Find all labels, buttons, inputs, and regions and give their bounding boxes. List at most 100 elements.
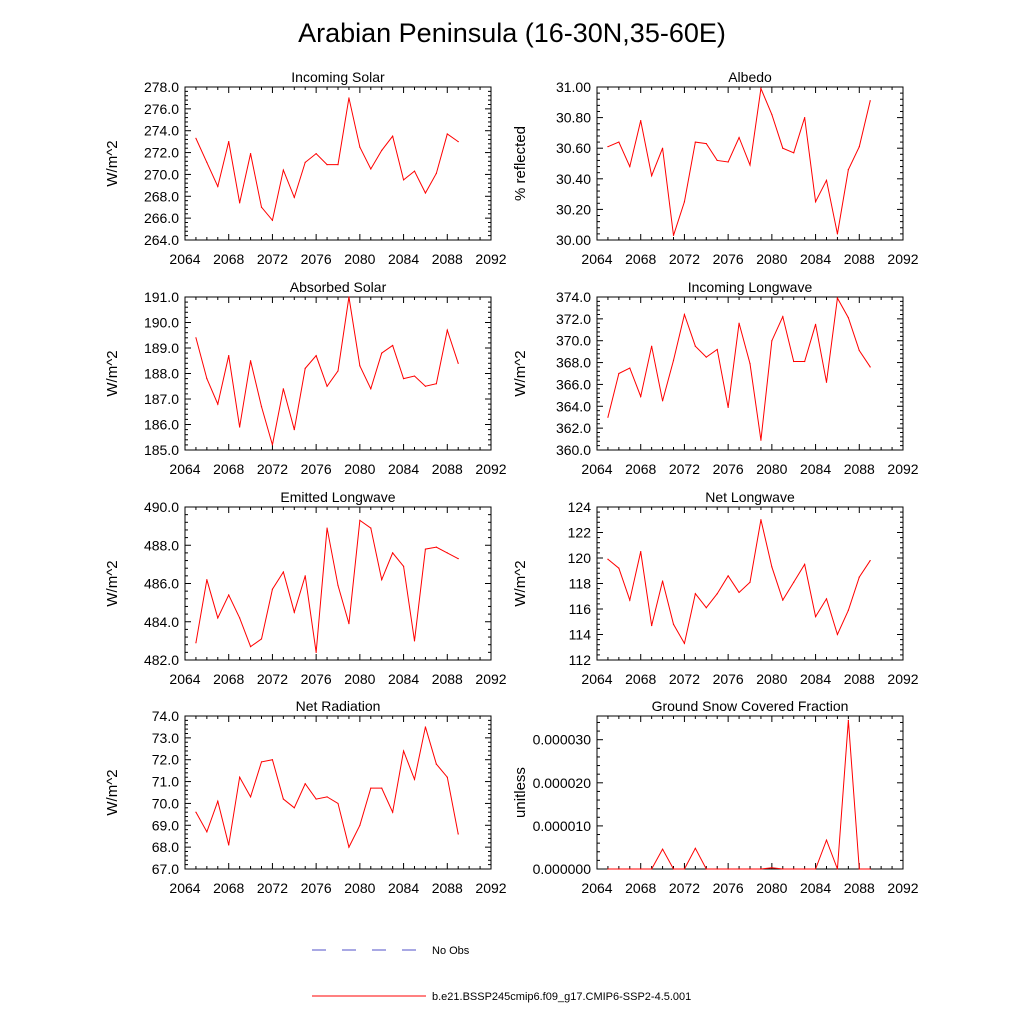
data-point — [195, 642, 197, 644]
plot-frame — [184, 296, 492, 451]
data-point — [782, 868, 784, 870]
data-point — [771, 566, 773, 568]
data-point — [402, 378, 405, 380]
y-tick-label: 186.0 — [144, 417, 179, 433]
data-point — [424, 385, 427, 387]
data-point — [672, 234, 675, 237]
x-tick-label: 2080 — [756, 671, 787, 687]
data-point — [249, 796, 252, 798]
y-tick-label: 490.0 — [144, 499, 179, 515]
data-point — [206, 831, 208, 833]
y-tick-label: 190.0 — [144, 315, 179, 331]
y-tick-label: 264.0 — [144, 232, 179, 248]
y-tick-label: 69.0 — [152, 817, 179, 833]
data-point — [457, 558, 459, 560]
data-point — [228, 141, 230, 143]
data-point — [304, 367, 306, 369]
data-point — [727, 575, 729, 577]
x-tick-label: 2092 — [887, 461, 918, 477]
data-point — [195, 337, 197, 339]
y-tick-label: 68.0 — [152, 839, 179, 855]
data-point — [716, 868, 718, 870]
x-tick-label: 2068 — [213, 671, 244, 687]
data-point — [304, 575, 306, 577]
data-point — [304, 161, 306, 164]
x-tick-label: 2092 — [475, 880, 506, 896]
y-tick-label: 124 — [568, 499, 592, 515]
x-tick-label: 2072 — [257, 671, 288, 687]
panel-title: Incoming Longwave — [688, 279, 813, 295]
data-point — [651, 624, 653, 627]
y-tick-label: 185.0 — [144, 442, 179, 458]
data-point — [249, 153, 252, 155]
y-tick-label: 272.0 — [144, 145, 179, 161]
data-point — [446, 133, 448, 135]
series-line — [607, 519, 871, 645]
data-point — [239, 202, 241, 204]
data-point — [804, 563, 806, 565]
data-point — [282, 571, 284, 573]
x-tick-label: 2068 — [213, 461, 244, 477]
data-point — [847, 719, 849, 721]
legend-item-no-obs: No Obs — [312, 945, 470, 957]
x-tick-label: 2080 — [344, 671, 375, 687]
data-point — [618, 868, 620, 870]
panel-title: Emitted Longwave — [280, 489, 395, 505]
data-point — [760, 439, 762, 441]
series-line — [607, 86, 871, 236]
data-point — [228, 355, 230, 357]
data-point — [705, 868, 707, 870]
data-point — [293, 429, 295, 431]
data-point — [836, 297, 839, 299]
x-tick-label: 2076 — [713, 880, 744, 896]
x-tick-label: 2068 — [213, 880, 244, 896]
data-point — [738, 322, 740, 324]
x-tick-label: 2088 — [844, 461, 875, 477]
y-tick-label: 364.0 — [556, 398, 591, 414]
x-tick-label: 2092 — [887, 671, 918, 687]
data-point — [705, 143, 707, 145]
plot-frame — [184, 715, 492, 870]
data-point — [402, 179, 405, 181]
data-point — [446, 329, 448, 331]
x-tick-label: 2080 — [756, 461, 787, 477]
data-point — [858, 146, 860, 148]
data-point — [618, 141, 620, 143]
panel-incoming-solar: Incoming Solar 2064 2068 2072 2076 2080 2084 20… — [104, 69, 507, 267]
x-tick-label: 2076 — [713, 671, 744, 687]
data-point — [424, 548, 427, 550]
y-tick-label: 270.0 — [144, 166, 179, 182]
data-point — [392, 552, 394, 554]
data-point — [413, 375, 416, 377]
series-line — [195, 519, 459, 653]
y-tick-label: 114 — [569, 627, 592, 643]
data-point — [293, 611, 295, 613]
x-tick-label: 2068 — [213, 251, 244, 267]
data-point — [705, 607, 707, 609]
data-point — [672, 359, 675, 361]
data-point — [282, 169, 284, 171]
data-point — [782, 599, 784, 601]
panel-ground-snow-covered-fraction: Ground Snow Covered Fraction 2064 2068 2072… — [512, 698, 919, 896]
data-point — [195, 137, 197, 139]
y-tick-label: 360.0 — [556, 442, 591, 458]
y-tick-label: 72.0 — [152, 752, 179, 768]
data-point — [640, 551, 642, 553]
y-tick-label: 278.0 — [144, 79, 179, 95]
panel-title: Net Longwave — [705, 489, 795, 505]
data-point — [738, 868, 740, 870]
panel-net-radiation: Net Radiation 2064 2068 2072 2076 2080 2084 208… — [104, 698, 507, 896]
data-point — [825, 179, 828, 181]
data-point — [413, 778, 416, 780]
data-point — [760, 87, 762, 90]
data-point — [315, 355, 317, 357]
x-tick-label: 2064 — [169, 251, 200, 267]
y-axis-label: W/m^2 — [104, 769, 121, 815]
x-tick-label: 2084 — [800, 671, 831, 687]
data-point — [749, 363, 751, 365]
data-point — [847, 169, 849, 171]
data-point — [435, 763, 437, 765]
y-axis-label: unitless — [512, 767, 529, 818]
y-tick-label: 362.0 — [556, 420, 591, 436]
data-point — [814, 323, 817, 325]
